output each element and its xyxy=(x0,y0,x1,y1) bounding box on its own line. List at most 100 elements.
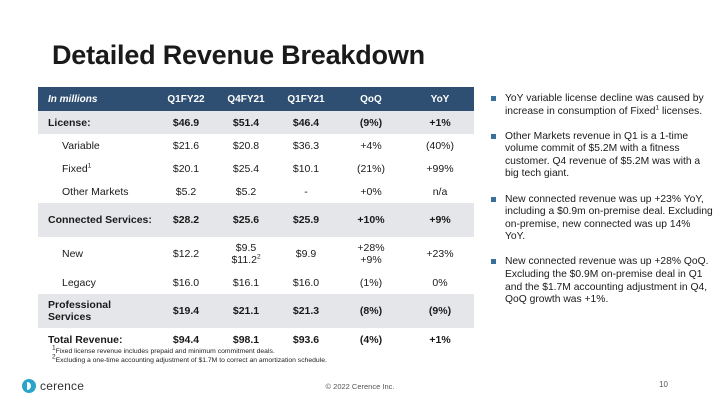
table-row-fixed: Fixed1 $20.1 $25.4 $10.1 (21%) +99% xyxy=(38,157,474,180)
table-row-variable: Variable $21.6 $20.8 $36.3 +4% (40%) xyxy=(38,134,474,157)
col-header-qoq: QoQ xyxy=(336,87,406,111)
cell-q1fy22: $12.2 xyxy=(156,237,216,271)
cell-q1fy21: $9.9 xyxy=(276,237,336,271)
cell-q4fy21: $25.6 xyxy=(216,203,276,237)
cell-q1fy22: $16.0 xyxy=(156,271,216,294)
cell-q1fy21: $36.3 xyxy=(276,134,336,157)
cell-q4fy21: $25.4 xyxy=(216,157,276,180)
cell-line: +28% xyxy=(357,242,385,254)
cell-line: +9% xyxy=(360,254,382,266)
cell-yoy: 0% xyxy=(406,271,474,294)
copyright: © 2022 Cerence Inc. xyxy=(325,382,395,391)
cell-q4fy21: $51.4 xyxy=(216,111,276,134)
cell-q1fy21: $10.1 xyxy=(276,157,336,180)
bullet-text: YoY variable license decline was caused … xyxy=(505,93,704,117)
cell-line: $11.2 xyxy=(231,254,257,266)
footnote-ref: 1 xyxy=(87,162,92,169)
cell-q1fy21: - xyxy=(276,180,336,203)
cell-q1fy21: $16.0 xyxy=(276,271,336,294)
cell-q1fy22: $28.2 xyxy=(156,203,216,237)
cell-qoq: +0% xyxy=(336,180,406,203)
footnote-ref: 1 xyxy=(655,104,660,112)
cell-yoy: (9%) xyxy=(406,294,474,328)
page-number: 10 xyxy=(659,380,668,389)
cell-yoy: +9% xyxy=(406,203,474,237)
footnote-ref: 2 xyxy=(256,253,261,261)
bullet-text: Other Markets revenue in Q1 is a 1-time … xyxy=(505,130,701,180)
cell-q4fy21: $20.8 xyxy=(216,134,276,157)
bullet-item: Other Markets revenue in Q1 is a 1-time … xyxy=(491,131,713,181)
cell-yoy: (40%) xyxy=(406,134,474,157)
bullet-item: New connected revenue was up +23% YoY, i… xyxy=(491,194,713,244)
cell-q1fy21: $25.9 xyxy=(276,203,336,237)
table-row-other-markets: Other Markets $5.2 $5.2 - +0% n/a xyxy=(38,180,474,203)
col-header-q1fy21: Q1FY21 xyxy=(276,87,336,111)
cell-q1fy21: $46.4 xyxy=(276,111,336,134)
table-row-new: New $12.2 $9.5 $11.22 $9.9 +28% +9% +23% xyxy=(38,237,474,271)
cell-q1fy22: $94.4 xyxy=(156,328,216,351)
col-header-units: In millions xyxy=(38,87,156,111)
square-bullet-icon xyxy=(491,196,496,202)
cell-qoq: +4% xyxy=(336,134,406,157)
cell-q1fy22: $46.9 xyxy=(156,111,216,134)
cell-q1fy22: $19.4 xyxy=(156,294,216,328)
bullet-item: YoY variable license decline was caused … xyxy=(491,93,713,118)
footnote-text: Excluding a one-time accounting adjustme… xyxy=(55,357,327,364)
revenue-table: In millions Q1FY22 Q4FY21 Q1FY21 QoQ YoY… xyxy=(38,87,474,351)
bullet-text: New connected revenue was up +23% YoY, i… xyxy=(505,193,713,243)
col-header-q4fy21: Q4FY21 xyxy=(216,87,276,111)
cell-qoq: (4%) xyxy=(336,328,406,351)
table-row-professional-services: Professional Services $19.4 $21.1 $21.3 … xyxy=(38,294,474,328)
cerence-logo: cerence xyxy=(22,379,84,393)
cell-q4fy21: $9.5 $11.22 xyxy=(216,237,276,271)
footnote-mark: 1 xyxy=(52,344,56,352)
row-label: Fixed1 xyxy=(38,157,156,180)
cell-qoq: +10% xyxy=(336,203,406,237)
cell-qoq: (8%) xyxy=(336,294,406,328)
cell-qoq: +28% +9% xyxy=(336,237,406,271)
row-label: New xyxy=(38,237,156,271)
cell-yoy: +1% xyxy=(406,111,474,134)
cell-yoy: +23% xyxy=(406,237,474,271)
cell-q1fy22: $20.1 xyxy=(156,157,216,180)
row-label: Variable xyxy=(38,134,156,157)
cell-q4fy21: $16.1 xyxy=(216,271,276,294)
col-header-q1fy22: Q1FY22 xyxy=(156,87,216,111)
bullet-text: New connected revenue was up +28% QoQ. E… xyxy=(505,256,709,306)
cell-qoq: (9%) xyxy=(336,111,406,134)
cell-q1fy22: $21.6 xyxy=(156,134,216,157)
cell-q1fy21: $21.3 xyxy=(276,294,336,328)
table-header-row: In millions Q1FY22 Q4FY21 Q1FY21 QoQ YoY xyxy=(38,87,474,111)
page-title: Detailed Revenue Breakdown xyxy=(52,40,425,70)
table-row-connected-services: Connected Services: $28.2 $25.6 $25.9 +1… xyxy=(38,203,474,237)
bullet-text-end: licenses. xyxy=(659,105,703,117)
cell-q4fy21: $21.1 xyxy=(216,294,276,328)
table-row-license: License: $46.9 $51.4 $46.4 (9%) +1% xyxy=(38,111,474,134)
footnote-mark: 2 xyxy=(52,353,56,361)
cell-yoy: +1% xyxy=(406,328,474,351)
footnote-1: 1Fixed license revenue includes prepaid … xyxy=(52,344,275,355)
cell-qoq: (21%) xyxy=(336,157,406,180)
commentary-bullets: YoY variable license decline was caused … xyxy=(491,93,713,319)
row-label: Professional Services xyxy=(38,294,156,328)
square-bullet-icon xyxy=(491,259,496,265)
row-label: Total Revenue: xyxy=(38,328,156,351)
col-header-yoy: YoY xyxy=(406,87,474,111)
footnote-2: 2Excluding a one-time accounting adjustm… xyxy=(52,353,327,364)
cell-q4fy21: $5.2 xyxy=(216,180,276,203)
cell-line: $9.5 xyxy=(235,242,257,254)
square-bullet-icon xyxy=(491,133,496,139)
cell-yoy: n/a xyxy=(406,180,474,203)
square-bullet-icon xyxy=(491,96,496,101)
row-label-text: Fixed xyxy=(62,162,88,175)
row-label: Connected Services: xyxy=(38,203,156,237)
cell-qoq: (1%) xyxy=(336,271,406,294)
bullet-item: New connected revenue was up +28% QoQ. E… xyxy=(491,256,713,306)
footnote-text: Fixed license revenue includes prepaid a… xyxy=(55,348,275,355)
row-label: Legacy xyxy=(38,271,156,294)
cell-q1fy21: $93.6 xyxy=(276,328,336,351)
row-label: License: xyxy=(38,111,156,134)
row-label: Other Markets xyxy=(38,180,156,203)
table-row-total-revenue: Total Revenue: $94.4 $98.1 $93.6 (4%) +1… xyxy=(38,328,474,351)
logo-text: cerence xyxy=(40,379,85,393)
